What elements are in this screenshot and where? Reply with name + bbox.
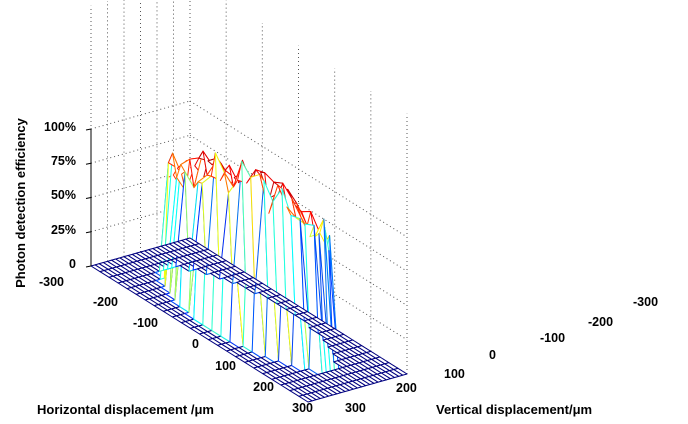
y-tick-label: 200: [396, 381, 417, 395]
x-axis-title: Horizontal displacement /μm: [37, 402, 214, 417]
z-tick-labels: 0 25% 50% 75% 100%: [44, 120, 76, 271]
y-tick-label: -100: [540, 331, 565, 345]
surface-cell: [393, 367, 408, 376]
axis-line: [85, 197, 92, 199]
z-tick-label: 75%: [51, 154, 76, 168]
y-axis-title: Vertical displacement/μm: [436, 402, 592, 417]
y-tick-label: 300: [345, 401, 366, 415]
y-tick-label: -300: [633, 295, 658, 309]
z-tick-label: 50%: [51, 188, 76, 202]
x-tick-label: 300: [292, 401, 313, 415]
x-tick-label: -100: [133, 316, 158, 330]
surface-mesh: [90, 150, 408, 403]
axis-line: [85, 265, 92, 268]
x-tick-labels: -300 -200 -100 0 100 200 300: [39, 275, 313, 415]
z-tick-label: 100%: [44, 120, 76, 134]
z-axis-title: Photon detection efficiency: [13, 117, 28, 288]
axes-frame: [85, 128, 92, 268]
grid-line: [189, 100, 408, 238]
z-tick-label: 0: [69, 257, 76, 271]
x-tick-label: 0: [192, 337, 199, 351]
y-tick-label: 100: [444, 367, 465, 381]
x-tick-label: 100: [215, 359, 236, 373]
y-tick-label: 0: [489, 348, 496, 362]
axis-line: [85, 162, 92, 165]
x-tick-label: -300: [39, 275, 64, 289]
y-tick-labels: 300 200 100 0 -100 -200 -300: [345, 295, 658, 415]
y-tick-label: -200: [588, 315, 613, 329]
axis-line: [85, 128, 92, 131]
grid-line: [189, 134, 408, 272]
axis-line: [85, 231, 92, 234]
x-tick-label: 200: [253, 380, 274, 394]
x-tick-label: -200: [93, 295, 118, 309]
z-tick-label: 25%: [51, 223, 76, 237]
